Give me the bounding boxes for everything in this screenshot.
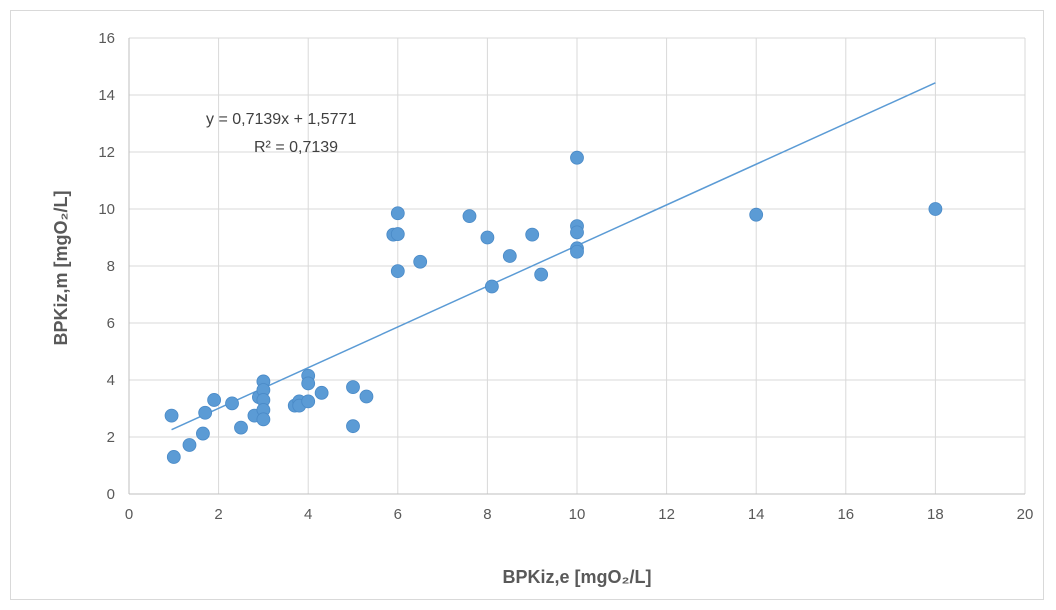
x-tick-label: 20	[1017, 506, 1034, 523]
data-point	[314, 385, 329, 400]
data-point	[164, 408, 179, 423]
y-tick-label: 4	[107, 372, 115, 389]
gridlines	[129, 37, 1026, 494]
data-point	[234, 420, 248, 435]
tick-labels: 0 2 4 6 8 10 12 14 16 18 20 0 2 4 6 8 10 12 14 16	[98, 30, 1033, 523]
data-point	[525, 227, 540, 242]
data-point	[570, 225, 584, 240]
x-tick-label: 16	[837, 506, 854, 523]
y-tick-label: 16	[98, 30, 115, 47]
data-point	[346, 380, 360, 395]
data-point	[413, 254, 428, 269]
data-point	[359, 389, 374, 404]
trendline	[171, 82, 936, 431]
data-point	[390, 227, 405, 241]
data-point	[225, 396, 239, 411]
data-point	[570, 244, 584, 259]
data-point	[502, 249, 517, 263]
y-tick-label: 14	[98, 87, 115, 104]
data-point	[390, 206, 405, 221]
x-tick-label: 18	[927, 506, 944, 523]
data-points	[164, 150, 943, 464]
x-tick-label: 4	[304, 506, 312, 523]
x-tick-label: 12	[658, 506, 675, 523]
data-point	[166, 450, 181, 464]
data-point	[480, 230, 495, 245]
x-tick-label: 2	[214, 506, 222, 523]
data-point	[390, 264, 405, 279]
x-tick-label: 6	[394, 506, 402, 523]
y-tick-label: 0	[107, 486, 115, 503]
data-point	[207, 393, 222, 407]
data-point	[301, 394, 316, 409]
x-tick-label: 0	[125, 506, 133, 523]
y-tick-label: 12	[98, 144, 115, 161]
axes	[128, 38, 1025, 495]
data-point	[196, 426, 210, 441]
data-point	[570, 150, 584, 165]
y-tick-label: 10	[98, 201, 115, 218]
data-point	[198, 405, 213, 420]
data-point	[346, 419, 360, 434]
y-tick-label: 2	[107, 429, 115, 446]
data-point	[484, 279, 499, 294]
trendline-r-squared: R² = 0,7139	[254, 139, 338, 156]
y-axis-title: BPKiz,m [mgO₂/L]	[51, 191, 71, 346]
chart-frame	[10, 10, 1044, 600]
data-point	[462, 209, 477, 224]
x-tick-label: 8	[483, 506, 491, 523]
trendline-equation: y = 0,7139x + 1,5771	[206, 111, 356, 128]
data-point	[182, 438, 197, 452]
data-point	[256, 412, 271, 427]
x-axis-title: BPKiz,e [mgO₂/L]	[502, 567, 651, 587]
x-tick-label: 14	[748, 506, 765, 523]
y-tick-label: 8	[107, 258, 115, 275]
data-point	[534, 267, 549, 282]
data-point	[301, 376, 316, 391]
data-point	[749, 207, 764, 222]
y-tick-label: 6	[107, 315, 115, 332]
x-tick-label: 10	[569, 506, 586, 523]
data-point	[928, 202, 943, 216]
trendline-group	[171, 82, 936, 431]
